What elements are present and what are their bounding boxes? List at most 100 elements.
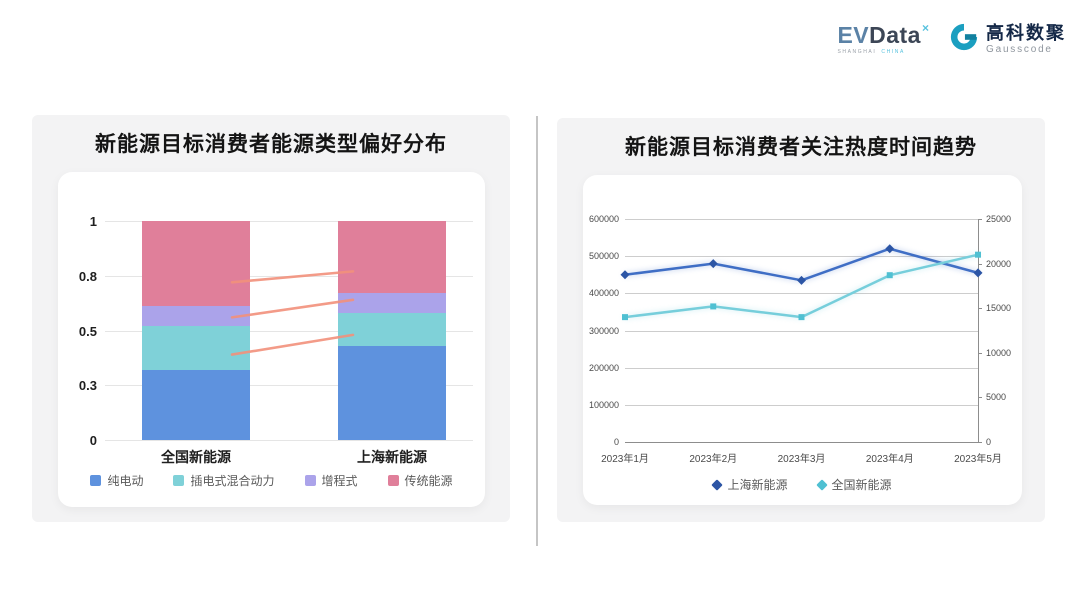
right-axis-tick-label: 0 xyxy=(986,437,992,447)
stacked-bar-plot: 1 0.8 0.5 0.3 0 全国新能源 上海新能源 xyxy=(79,214,473,465)
line-plot: 600000 500000 400000 300000 200000 100000 0 250… xyxy=(589,214,1011,465)
legend-item[interactable]: 插电式混合动力 xyxy=(173,472,275,489)
trend-annotation-lines xyxy=(230,270,355,356)
evdata-tagline-china: CHINA xyxy=(881,49,905,55)
data-point-marker[interactable] xyxy=(708,259,718,269)
right-axis-tick-label: 5000 xyxy=(986,392,1007,403)
bar-segment[interactable] xyxy=(142,326,250,370)
evdata-tagline-shanghai: SHANGHAI xyxy=(837,49,877,55)
bar-segment[interactable] xyxy=(142,306,250,327)
y-axis-tick-label: 0.5 xyxy=(78,323,97,339)
gridline xyxy=(105,440,473,441)
right-axis-tick-mark xyxy=(978,352,982,354)
legend-label: 上海新能源 xyxy=(727,478,788,492)
data-point-marker[interactable] xyxy=(798,314,805,321)
data-point-marker[interactable] xyxy=(975,251,981,258)
left-axis-tick-label: 0 xyxy=(613,437,619,447)
gridline xyxy=(625,256,978,258)
data-point-marker[interactable] xyxy=(622,314,628,321)
evdata-logo-text-ev: EV xyxy=(837,22,870,48)
preference-chart-title: 新能源目标消费者能源类型偏好分布 xyxy=(95,133,447,156)
left-axis-tick-label: 600000 xyxy=(588,214,619,224)
right-axis-tick-mark xyxy=(978,263,982,265)
legend-item[interactable]: 增程式 xyxy=(304,472,358,489)
x-axis-line xyxy=(625,442,978,443)
x-axis-category-label: 全国新能源 xyxy=(161,449,231,465)
legend-label: 传统能源 xyxy=(404,474,453,488)
x-axis-tick-label: 2023年1月 xyxy=(601,454,649,465)
bar-segment[interactable] xyxy=(338,345,446,440)
left-axis-tick-label: 200000 xyxy=(588,362,619,373)
line-chart-legend: 上海新能源 全国新能源 xyxy=(583,476,1022,493)
data-point-marker[interactable] xyxy=(886,272,893,279)
legend-item[interactable]: 传统能源 xyxy=(387,472,453,489)
right-axis-tick-label: 25000 xyxy=(986,214,1012,224)
gridline xyxy=(105,385,473,387)
left-axis-tick-label: 100000 xyxy=(588,399,619,410)
evdata-logo[interactable]: EV Data × SHANGHAI CHINA xyxy=(837,21,929,55)
trend-annotation-line xyxy=(230,333,355,356)
left-axis-tick-label: 300000 xyxy=(588,325,619,336)
legend-item[interactable]: 上海新能源 xyxy=(711,476,788,493)
gausscode-name-cn: 高科数聚 xyxy=(986,23,1066,43)
trend-annotation-line xyxy=(230,270,355,284)
line-series-layer xyxy=(620,244,983,321)
series-line xyxy=(623,247,980,282)
data-point-marker[interactable] xyxy=(710,303,717,310)
bar-chart-legend: 纯电动 插电式混合动力 增程式 传统能源 xyxy=(58,472,485,489)
legend-label: 全国新能源 xyxy=(831,478,892,492)
right-axis-line xyxy=(978,219,979,442)
y-axis-tick-label: 1 xyxy=(89,214,97,229)
preference-chart-panel: 1 0.8 0.5 0.3 0 全国新能源 上海新能源 纯电动 插电式混合动力 增程式 传统能源 xyxy=(58,172,485,507)
gridline xyxy=(625,367,978,369)
legend-square-marker xyxy=(304,475,316,486)
gausscode-logo[interactable]: 高科数聚 Gausscode xyxy=(949,22,1066,57)
y-axis-tick-label: 0 xyxy=(89,433,97,448)
right-axis-tick-label: 20000 xyxy=(986,258,1012,269)
bar-segment[interactable] xyxy=(142,221,250,307)
data-point-marker[interactable] xyxy=(973,268,983,278)
right-axis-tick-label: 10000 xyxy=(986,347,1012,358)
data-point-marker[interactable] xyxy=(885,244,895,254)
bar-segment[interactable] xyxy=(142,369,250,440)
gausscode-g-icon xyxy=(949,22,979,57)
left-axis-tick-label: 500000 xyxy=(588,251,619,262)
preference-chart-card: 新能源目标消费者能源类型偏好分布 1 0.8 0.5 0.3 0 全国新能源 上海新能源 纯… xyxy=(32,115,510,522)
gausscode-name-en: Gausscode xyxy=(986,44,1053,55)
trend-chart-card: 新能源目标消费者关注热度时间趋势 600000 500000 400000 30000… xyxy=(557,118,1045,522)
bar-segment[interactable] xyxy=(338,313,446,346)
right-axis-tick-mark xyxy=(978,397,982,399)
y-axis-tick-label: 0.3 xyxy=(78,378,97,394)
evdata-logo-x-icon: × xyxy=(921,21,929,35)
right-axis-tick-label: 15000 xyxy=(986,303,1012,314)
right-axis-tick-mark xyxy=(978,308,982,310)
x-axis-tick-label: 2023年4月 xyxy=(865,454,914,465)
trend-chart-panel: 600000 500000 400000 300000 200000 100000 0 250… xyxy=(583,175,1022,505)
legend-item[interactable]: 全国新能源 xyxy=(815,476,892,493)
x-axis-category-label: 上海新能源 xyxy=(357,449,427,465)
x-axis-tick-label: 2023年3月 xyxy=(777,454,826,465)
legend-item[interactable]: 纯电动 xyxy=(90,472,143,489)
bar-segment[interactable] xyxy=(338,221,446,294)
trend-annotation-line xyxy=(230,298,355,319)
data-point-marker[interactable] xyxy=(797,275,806,285)
evdata-logo-text-data: Data xyxy=(869,22,921,48)
bar-segment[interactable] xyxy=(338,293,446,313)
legend-square-marker xyxy=(90,475,102,486)
right-axis-tick-mark xyxy=(978,442,982,443)
gridline xyxy=(625,293,978,295)
legend-label: 插电式混合动力 xyxy=(190,474,275,488)
gridline xyxy=(105,221,473,222)
right-axis-tick-mark xyxy=(978,219,982,220)
gridline xyxy=(625,330,978,332)
legend-label: 增程式 xyxy=(321,474,358,488)
header-logos: EV Data × SHANGHAI CHINA 高科数聚 Gausscode xyxy=(837,22,1066,57)
x-axis-tick-label: 2023年5月 xyxy=(954,454,1002,465)
legend-square-marker xyxy=(387,475,399,486)
gridline xyxy=(105,330,473,332)
gridline xyxy=(625,404,978,406)
x-axis-tick-label: 2023年2月 xyxy=(689,454,738,465)
gridline xyxy=(625,219,978,220)
data-point-marker[interactable] xyxy=(620,270,630,280)
